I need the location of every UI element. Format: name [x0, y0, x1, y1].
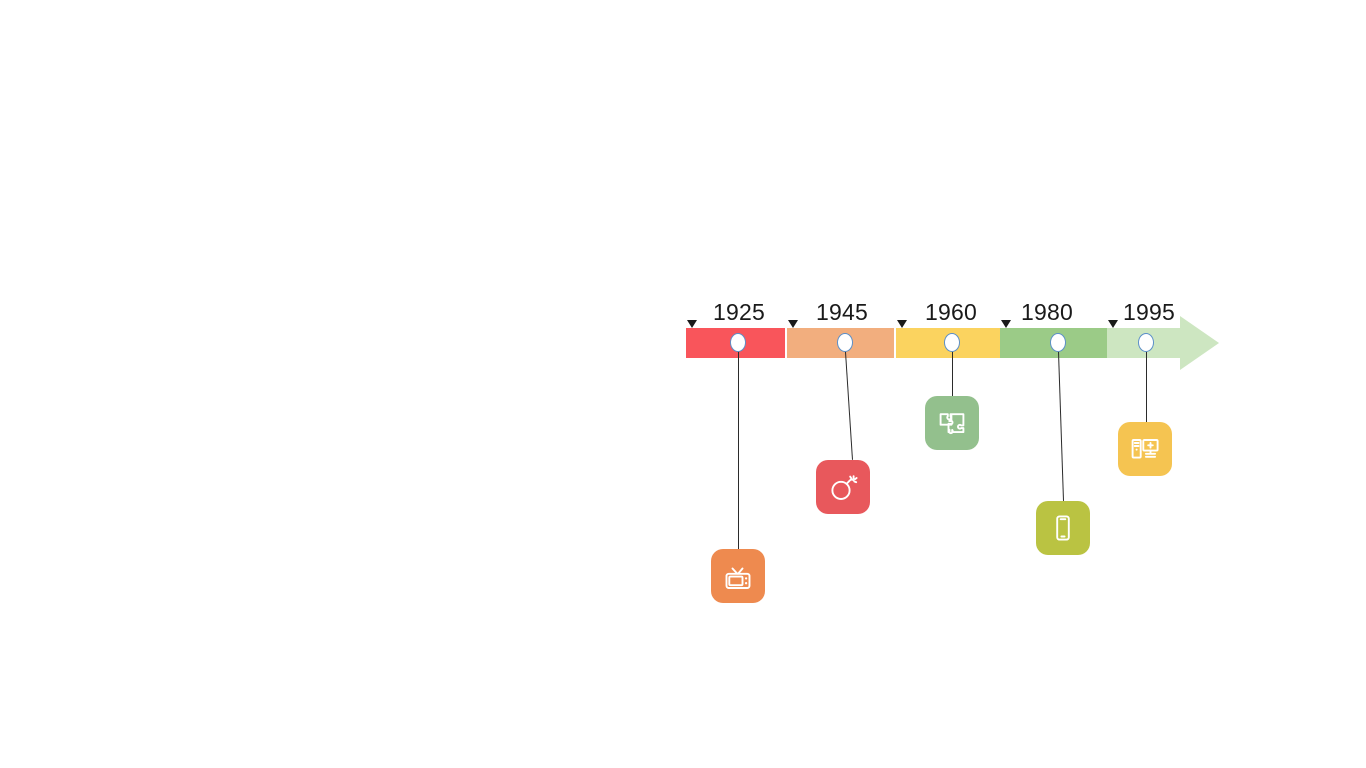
timeline-arrowhead-icon [1180, 316, 1219, 370]
desktop-computer-icon [1128, 432, 1162, 466]
connector-line-1995 [1146, 352, 1148, 422]
puzzle-pieces-icon-box-1960[interactable] [925, 396, 979, 450]
year-label-1945: 1945 [816, 299, 868, 325]
bomb-icon [826, 470, 860, 504]
connector-line-1980 [1058, 351, 1065, 502]
television-icon-box-1925[interactable] [711, 549, 765, 603]
smartphone-icon-box-1980[interactable] [1036, 501, 1090, 555]
year-label-1925: 1925 [713, 299, 765, 325]
year-label-1960: 1960 [925, 299, 977, 325]
triangle-tick-icon-1995 [1108, 320, 1118, 328]
triangle-tick-icon-1945 [788, 320, 798, 328]
milestone-node-1995[interactable] [1138, 333, 1154, 352]
bomb-icon-box-1945[interactable] [816, 460, 870, 514]
television-icon [721, 559, 755, 593]
smartphone-icon [1046, 511, 1080, 545]
puzzle-pieces-icon [935, 406, 969, 440]
year-label-1980: 1980 [1021, 299, 1073, 325]
triangle-tick-icon-1925 [687, 320, 697, 328]
triangle-tick-icon-1960 [897, 320, 907, 328]
desktop-computer-icon-box-1995[interactable] [1118, 422, 1172, 476]
milestone-node-1925[interactable] [730, 333, 746, 352]
connector-line-1925 [738, 352, 740, 549]
year-label-1995: 1995 [1123, 299, 1175, 325]
triangle-tick-icon-1980 [1001, 320, 1011, 328]
milestone-node-1980[interactable] [1050, 333, 1066, 352]
milestone-node-1960[interactable] [944, 333, 960, 352]
connector-line-1945 [845, 351, 854, 461]
milestone-node-1945[interactable] [837, 333, 853, 352]
connector-line-1960 [952, 352, 954, 396]
